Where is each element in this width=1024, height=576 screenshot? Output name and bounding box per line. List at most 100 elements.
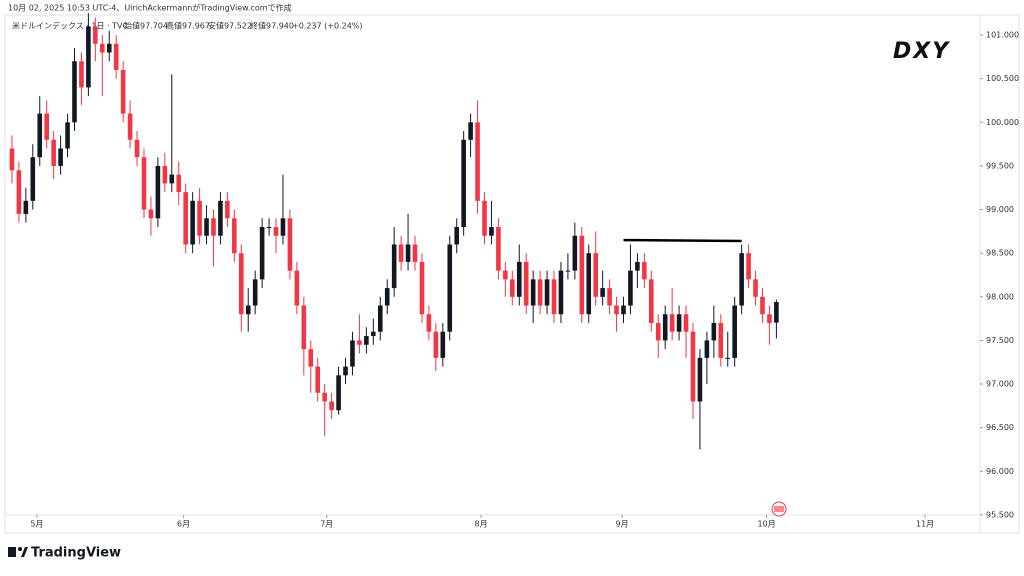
candle-body: [391, 244, 397, 289]
candle-body: [586, 253, 592, 315]
candle-body: [113, 43, 119, 70]
candle-body: [523, 261, 529, 306]
candle-body: [655, 322, 661, 341]
candle-body: [204, 218, 209, 236]
candle-body: [134, 139, 140, 158]
legend-low: 安値97.522: [208, 21, 252, 31]
candle-body: [86, 26, 91, 88]
candle-body: [148, 209, 154, 219]
candle-body: [530, 279, 536, 306]
candle-body: [16, 170, 22, 214]
candle-body: [440, 331, 446, 358]
candle-body: [350, 340, 355, 367]
candle-body: [329, 401, 334, 411]
candle-body: [572, 235, 578, 271]
candle-body: [169, 174, 175, 184]
candle-body: [412, 244, 418, 262]
y-tick-label: 99.000: [986, 205, 1014, 214]
candle-body: [30, 157, 36, 201]
candle-body: [739, 253, 744, 306]
legend-symbol: 米ドルインデックス · 1日 · TVC: [12, 21, 128, 31]
y-tick-label: 95.500: [986, 510, 1014, 519]
candle-body: [357, 340, 362, 345]
candle-body: [697, 357, 703, 402]
candle-body: [579, 235, 585, 315]
legend-high: 高値97.967: [166, 21, 210, 31]
flag-icon: [771, 501, 787, 517]
byline: 10月 02, 2025 10:53 UTC-4、UlrichAckermann…: [8, 3, 292, 13]
candle-body: [558, 270, 564, 315]
candle-body: [398, 244, 404, 262]
candle-body: [238, 253, 244, 315]
icon: [774, 506, 784, 512]
candle-body: [725, 357, 731, 359]
y-tick-label: 97.000: [986, 380, 1014, 389]
candle-body: [51, 139, 56, 166]
candle-body: [155, 165, 161, 219]
candle-body: [767, 314, 772, 323]
candle-body: [197, 200, 202, 236]
logo-mark: [18, 547, 22, 551]
candle-body: [468, 122, 473, 140]
candle-body: [23, 200, 29, 214]
y-tick-label: 96.500: [986, 423, 1014, 432]
candle-body: [294, 270, 300, 306]
y-tick-label: 100.000: [986, 118, 1019, 127]
candle-body: [273, 227, 279, 236]
candle-body: [662, 314, 668, 341]
candle-body: [635, 261, 640, 271]
y-tick-label: 97.500: [986, 336, 1014, 345]
candle-body: [503, 270, 508, 280]
candle-body: [343, 366, 348, 376]
y-tick-label: 100.500: [986, 74, 1019, 83]
candle-body: [405, 244, 411, 262]
x-tick-label: 9月: [616, 520, 629, 529]
candle-body: [190, 200, 195, 245]
candle-body: [225, 200, 230, 219]
candle-body: [454, 227, 460, 245]
candles: [9, 13, 779, 450]
candle-body: [510, 279, 515, 297]
legend-close: 終値97.940: [250, 21, 294, 31]
x-tick-label: 11月: [916, 520, 934, 529]
candle-body: [162, 165, 168, 184]
candle-body: [690, 331, 696, 402]
candle-body: [482, 200, 487, 236]
candle-body: [336, 375, 341, 411]
candle-body: [565, 270, 571, 272]
candle-body: [58, 148, 63, 166]
candle-body: [120, 69, 126, 114]
x-tick-label: 7月: [320, 520, 333, 529]
y-tick-label: 99.500: [986, 161, 1014, 170]
candle-body: [280, 218, 286, 236]
candle-body: [93, 26, 98, 44]
candle-body: [718, 322, 724, 358]
candle-body: [760, 296, 765, 315]
trendline: [623, 238, 742, 243]
candle-body: [683, 314, 689, 332]
candle-body: [141, 157, 147, 210]
candle-body: [614, 305, 619, 315]
candle-body: [600, 288, 605, 297]
candle-body: [287, 218, 293, 271]
candle-body: [551, 279, 557, 315]
candle-body: [628, 270, 633, 306]
candle-body: [364, 336, 369, 345]
legend-change: +0.237 (+0.24%): [292, 22, 363, 31]
candle-body: [106, 43, 112, 53]
candle-body: [232, 218, 237, 254]
candle-body: [245, 305, 251, 315]
candle-body: [607, 288, 612, 306]
candle-body: [9, 148, 15, 171]
candle-body: [176, 174, 182, 193]
candle-body: [377, 305, 383, 332]
candle-body: [621, 305, 626, 315]
candle-body: [44, 113, 49, 140]
candle-body: [99, 43, 105, 53]
candle-body: [433, 331, 439, 358]
candle-body: [496, 227, 501, 271]
brand: TradingView: [31, 546, 121, 561]
candle-body: [266, 227, 272, 229]
candle-body: [384, 288, 390, 306]
candle-body: [669, 314, 675, 332]
